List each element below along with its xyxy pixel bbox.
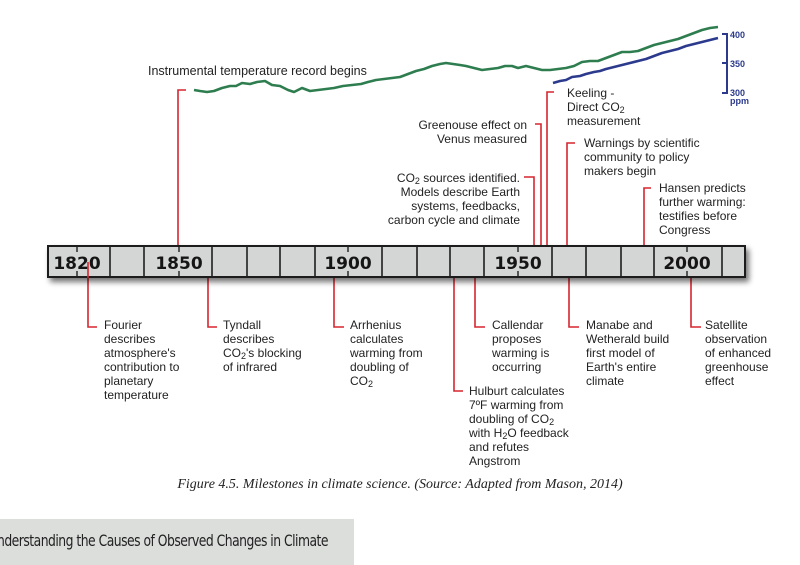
- label-warnings: Warnings by scientific community to poli…: [584, 136, 700, 178]
- label-tyndall: Tyndall describes CO2's blocking of infrare…: [223, 318, 302, 374]
- section-heading-title: nderstanding the Causes of Observed Chan…: [0, 531, 329, 550]
- keeling-line-1: Keeling -: [567, 86, 615, 100]
- figure-caption: Figure 4.5. Milestones in climate scienc…: [177, 477, 623, 492]
- year-label-2000: 2000: [663, 254, 710, 274]
- connectors: [87, 89, 701, 392]
- connector-hulburt: [453, 278, 463, 392]
- co2-concentration-line: [552, 36, 719, 85]
- label-hulburt: Hulburt calculates 7ºF warming from doubli…: [469, 384, 569, 468]
- connector-instrumental: [177, 89, 186, 246]
- co2-tick-350: 350: [730, 59, 745, 69]
- timeline-bar: 1820 1850 1900 1950 2000: [47, 245, 746, 278]
- climate-milestones-diagram: 400 350 300 ppm 1820 1850 1900 1950 2000: [47, 25, 749, 392]
- connector-tyndall: [207, 278, 217, 328]
- connector-arrhenius: [333, 278, 344, 328]
- co2-tick-400: 400: [730, 30, 745, 40]
- co2-axis: 400 350 300 ppm: [722, 30, 749, 106]
- temperature-record-line: [193, 25, 719, 94]
- keeling-line-3: measurement: [567, 114, 641, 128]
- co2-unit-label: ppm: [730, 96, 749, 106]
- connector-fourier: [87, 262, 97, 328]
- label-callendar: Callendar proposes warming is occurring: [492, 318, 550, 374]
- label-instrumental-record: Instrumental temperature record begins: [148, 64, 367, 78]
- connector-manabe: [568, 278, 579, 328]
- connector-hansen: [643, 187, 651, 246]
- connector-callendar: [474, 278, 485, 328]
- connector-co2-sources: [524, 176, 535, 246]
- label-satellite: Satellite observation of enhanced greenh…: [705, 318, 772, 388]
- label-manabe: Manabe and Wetherald build first model o…: [586, 318, 670, 388]
- connector-keeling: [546, 91, 554, 246]
- section-heading-bar: [0, 519, 354, 565]
- connector-warnings: [566, 142, 575, 246]
- year-label-1900: 1900: [324, 254, 371, 274]
- label-venus: Greenouse effect on Venus measured: [418, 118, 527, 146]
- keeling-line-2: Direct CO2: [567, 100, 625, 115]
- connector-venus: [535, 123, 542, 246]
- year-label-1850: 1850: [155, 254, 202, 274]
- label-hansen: Hansen predicts further warming: testifi…: [659, 181, 746, 237]
- label-fourier: Fourier describes atmosphere's contribut…: [104, 318, 180, 402]
- co2-tick-300: 300: [730, 88, 745, 98]
- label-arrhenius: Arrhenius calculates warming from doubling …: [350, 318, 423, 389]
- year-label-1820: 1820: [53, 254, 100, 274]
- label-co2-sources: CO2 sources identified. Models describe E…: [387, 171, 520, 227]
- label-keeling: Keeling - Direct CO2 measurement: [567, 86, 640, 128]
- year-label-1950: 1950: [494, 254, 541, 274]
- connector-satellite: [690, 278, 701, 328]
